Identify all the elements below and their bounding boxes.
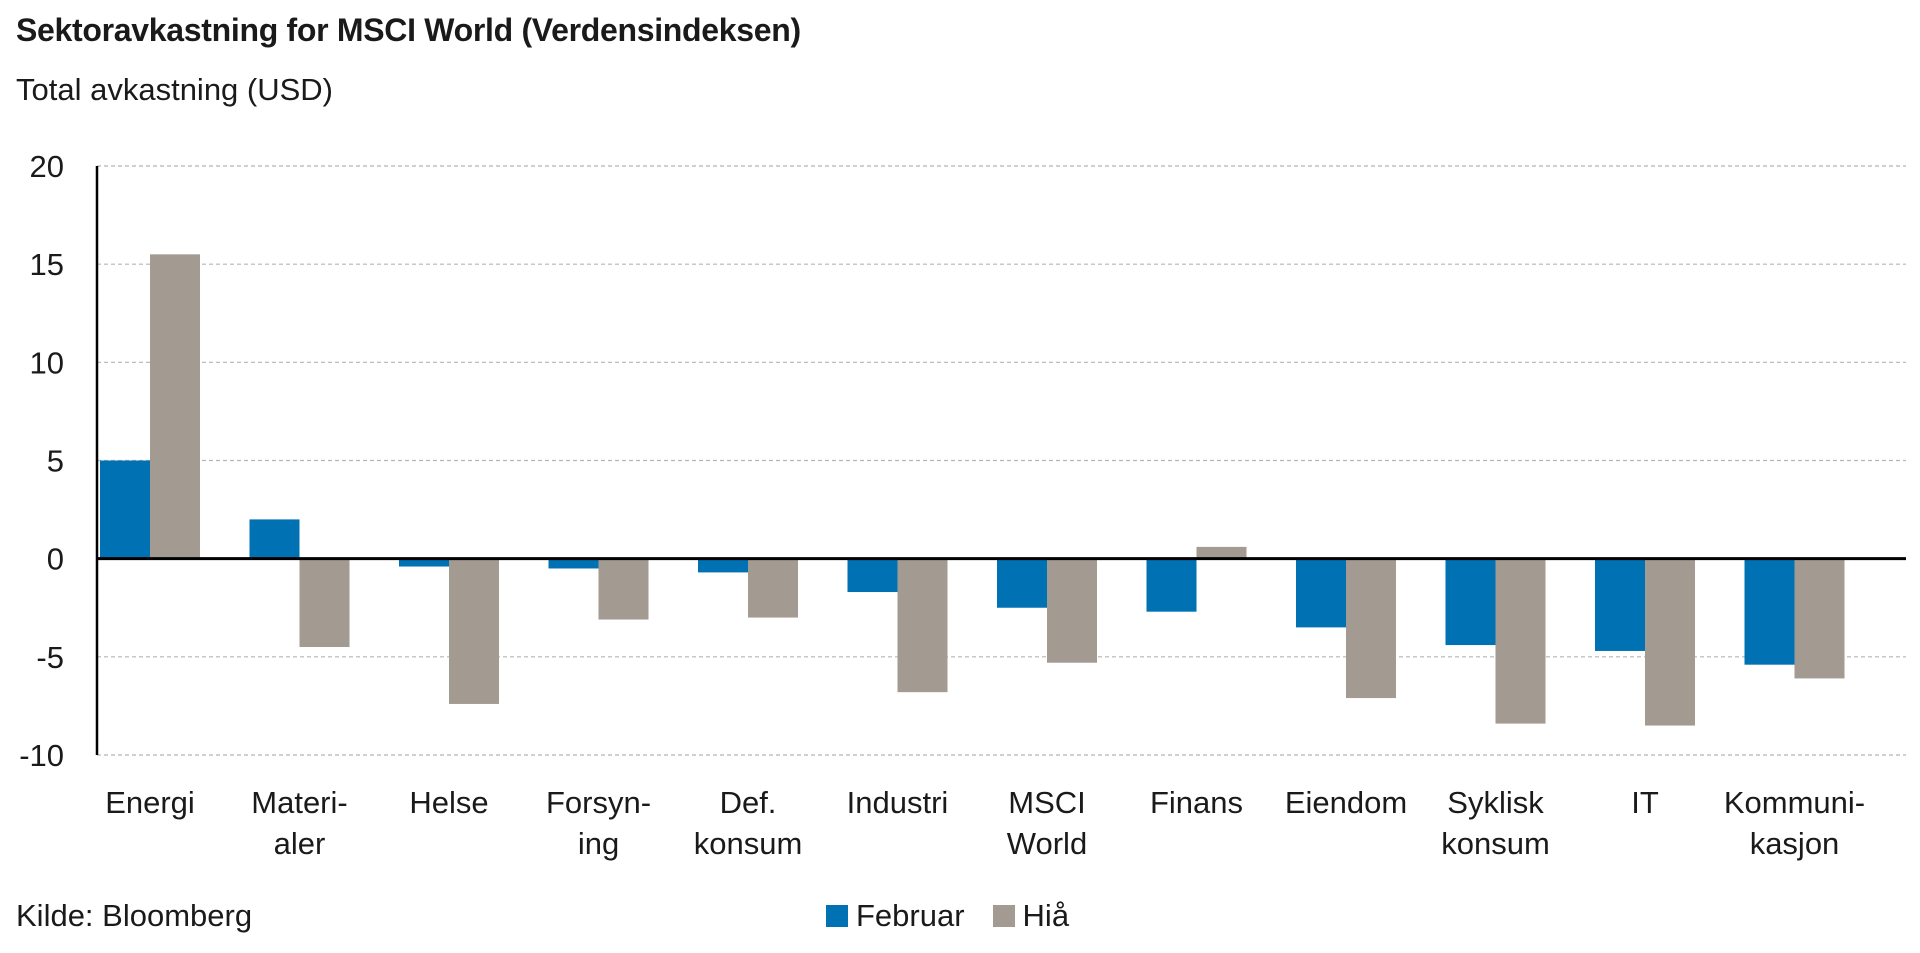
x-tick-label: Def. [720, 785, 777, 820]
y-tick-label: 10 [30, 345, 64, 380]
bar-februar [1296, 558, 1346, 628]
bar-hia [1047, 558, 1097, 663]
bar-februar [847, 558, 898, 593]
bar-februar [997, 558, 1047, 608]
bar-hia [748, 558, 798, 618]
y-tick-label: 5 [47, 444, 64, 479]
source-note: Kilde: Bloomberg [16, 898, 253, 933]
y-tick-label: 0 [47, 542, 64, 577]
x-tick-label: World [1007, 826, 1087, 861]
bar-februar [249, 519, 300, 559]
x-tick-label: Syklisk [1447, 785, 1544, 820]
x-tick-label: konsum [1441, 826, 1550, 861]
y-tick-label: 15 [30, 247, 64, 282]
x-tick-label: Industri [847, 785, 949, 820]
x-tick-label: Energi [105, 785, 195, 820]
bar-februar [1595, 558, 1645, 651]
bar-hia [1645, 558, 1695, 726]
bar-hia [598, 558, 649, 620]
x-tick-label: ing [578, 826, 619, 861]
bar-hia [1196, 546, 1247, 559]
x-tick-label: konsum [694, 826, 803, 861]
x-tick-label: aler [274, 826, 326, 861]
y-tick-label: 20 [30, 149, 64, 184]
x-tick-label: MSCI [1008, 785, 1086, 820]
bar-hia [897, 558, 948, 693]
legend: Februar Hiå [826, 898, 1097, 934]
x-tick-label: Eiendom [1285, 785, 1407, 820]
chart-subtitle: Total avkastning (USD) [16, 72, 334, 107]
bar-februar [698, 558, 748, 573]
x-tick-label: kasjon [1750, 826, 1840, 861]
bar-hia [1794, 558, 1845, 679]
legend-label-hia: Hiå [1022, 898, 1070, 933]
x-tick-label: Materi- [251, 785, 347, 820]
bar-hia [449, 558, 499, 704]
bar-hia [150, 254, 200, 559]
chart-title: Sektoravkastning for MSCI World (Verdens… [16, 12, 801, 48]
bar-februar [548, 558, 599, 569]
x-tick-label: IT [1631, 785, 1659, 820]
y-tick-label: -10 [19, 738, 64, 773]
bar-februar [100, 460, 150, 559]
y-tick-label: -5 [36, 640, 64, 675]
x-tick-label: Finans [1150, 785, 1243, 820]
bar-februar [1445, 558, 1496, 646]
legend-label-februar: Februar [856, 898, 965, 933]
bar-hia [1346, 558, 1396, 699]
bar-hia [1495, 558, 1546, 724]
bar-februar [1744, 558, 1795, 665]
legend-swatch-hia [992, 905, 1015, 927]
bar-februar [399, 558, 449, 567]
legend-item-hia: Hiå [992, 898, 1070, 934]
bar-februar [1146, 558, 1197, 612]
legend-swatch-februar [826, 905, 848, 927]
x-tick-label: Forsyn- [546, 785, 651, 820]
x-tick-label: Kommuni- [1724, 785, 1865, 820]
legend-item-februar: Februar [826, 898, 965, 934]
bar-hia [299, 558, 350, 648]
x-tick-label: Helse [409, 785, 488, 820]
